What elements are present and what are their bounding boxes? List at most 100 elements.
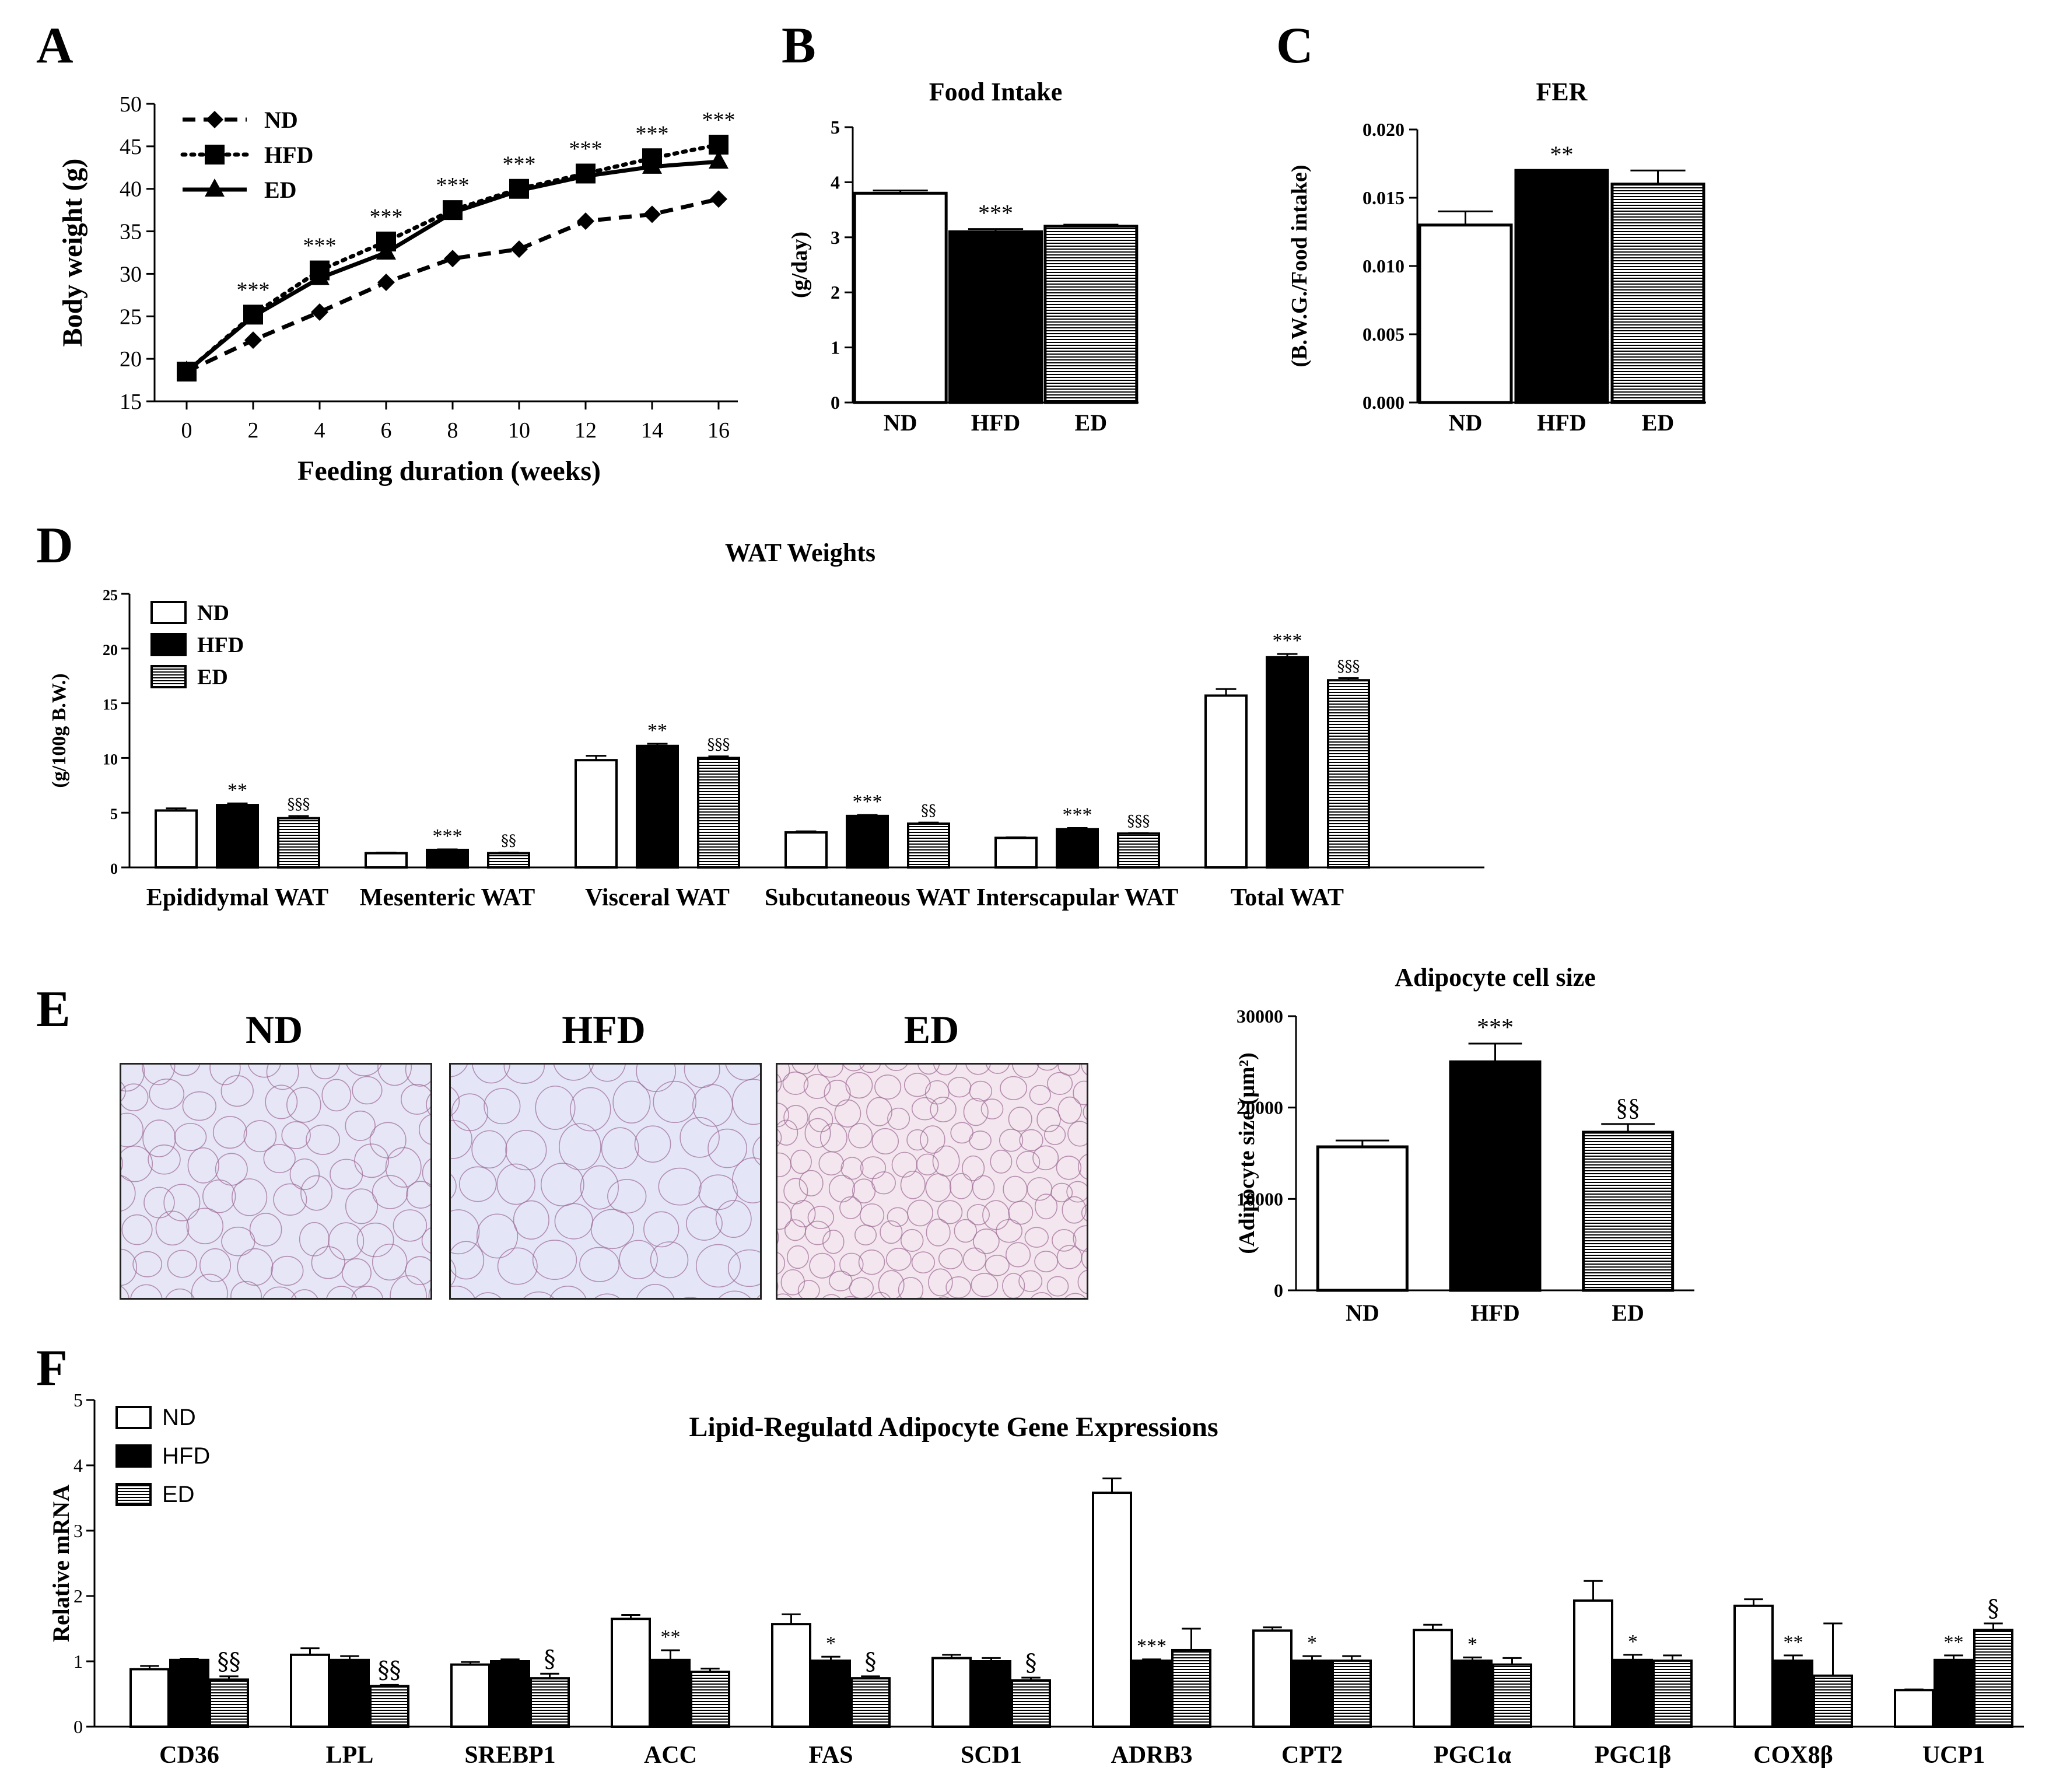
- histology-cell: [249, 1213, 282, 1247]
- histology-cell: [451, 1241, 485, 1280]
- chart-a-y-tick-label: 40: [120, 177, 142, 202]
- histology-cell: [980, 1098, 1004, 1119]
- chart-f-bar-ed: [1171, 1648, 1211, 1728]
- chart-f-y-tick-label: 2: [73, 1586, 83, 1606]
- chart-e-y-tick-label: 10000: [1237, 1188, 1283, 1209]
- histology-cell: [589, 1065, 626, 1082]
- histology-cell: [807, 1206, 835, 1230]
- histology-cell: [636, 1283, 675, 1298]
- histology-cell: [783, 1178, 808, 1205]
- chart-a-point-nd: [377, 274, 395, 291]
- histology-cell: [165, 1288, 195, 1298]
- histology-cell: [725, 1065, 760, 1081]
- chart-f-category-label: FAS: [808, 1742, 853, 1769]
- histology-cell: [1034, 1251, 1059, 1273]
- chart-d-y-label: (g/100g B.W.): [48, 673, 70, 788]
- histology-cell: [580, 1165, 619, 1210]
- histology-cell: [553, 1065, 594, 1081]
- panel-letter-e: E: [36, 981, 71, 1038]
- histology-cell: [969, 1130, 992, 1150]
- chart-a-point-nd: [444, 250, 461, 268]
- histology-cell: [972, 1175, 995, 1200]
- chart-c-bar-nd: [1418, 223, 1513, 404]
- histology-cell: [451, 1285, 475, 1298]
- histology-cell: [310, 1065, 340, 1080]
- chart-f-bar-ed: [1973, 1629, 2013, 1728]
- chart-d-legend-swatch-ed: [150, 665, 187, 688]
- chart-f-bar-nd: [1733, 1604, 1774, 1728]
- histology-cell: [782, 1071, 809, 1096]
- histology-cell: [1029, 1084, 1051, 1105]
- histology-cell: [422, 1158, 430, 1188]
- chart-c-significance: **: [1550, 141, 1574, 167]
- chart-d-bar-nd: [365, 852, 408, 869]
- histology-cell: [476, 1213, 519, 1259]
- chart-e-y-tick-label: 30000: [1237, 1006, 1283, 1027]
- histology-cell: [191, 1273, 228, 1298]
- chart-e-bar-hfd: [1449, 1060, 1542, 1292]
- chart-f-bar-nd: [290, 1653, 330, 1728]
- histology-cell: [1019, 1129, 1043, 1152]
- histology-cell: [938, 1248, 963, 1269]
- histology-cell: [707, 1128, 747, 1168]
- histology-cell: [817, 1065, 843, 1078]
- chart-b-y-tick-label: 2: [831, 282, 840, 303]
- histology-cell: [121, 1214, 153, 1245]
- chart-f-bar-ed: [1332, 1659, 1372, 1728]
- histology-cell: [326, 1286, 357, 1298]
- histology-cell: [341, 1258, 372, 1288]
- chart-d-bar-hfd: [636, 744, 679, 869]
- chart-c-category-label: HFD: [1537, 410, 1586, 436]
- histology-cell: [858, 1249, 885, 1275]
- chart-a-significance: ***: [436, 173, 470, 198]
- histology-cell: [532, 1240, 577, 1280]
- chart-f-bar-hfd: [1934, 1658, 1974, 1728]
- histology-cell: [966, 1204, 990, 1226]
- histology-cell: [345, 1110, 376, 1141]
- chart-d-y-tick-label: 10: [103, 751, 118, 768]
- panel-letter-b: B: [782, 18, 816, 74]
- chart-a-point-ed: [310, 267, 330, 285]
- histology-cell: [650, 1241, 689, 1279]
- chart-f-y-tick-label: 5: [73, 1390, 83, 1410]
- histology-cell: [990, 1149, 1013, 1174]
- histology-cell: [849, 1277, 874, 1298]
- chart-f-category-label: LPL: [326, 1742, 374, 1769]
- chart-b-category-label: ND: [884, 410, 917, 436]
- histology-cell: [418, 1114, 430, 1145]
- histology-cell: [898, 1277, 924, 1298]
- chart-a-legend-marker: [205, 145, 225, 164]
- histology-cell: [377, 1065, 412, 1086]
- histology-cell: [925, 1173, 952, 1202]
- chart-f-significance: *: [1467, 1633, 1477, 1655]
- chart-b-y-tick-label: 0: [831, 392, 840, 413]
- panel-letter-d: D: [36, 517, 73, 574]
- histology-cell: [289, 1158, 320, 1191]
- histology-cell: [839, 1252, 864, 1276]
- histology-cell: [634, 1125, 671, 1163]
- chart-e-category-label: ND: [1346, 1300, 1379, 1326]
- chart-f-significance: §: [1988, 1595, 1999, 1622]
- histology-cell: [458, 1166, 497, 1202]
- chart-f-category-label: COX8β: [1753, 1742, 1833, 1769]
- histology-cell: [594, 1293, 620, 1298]
- histology-cell: [155, 1210, 190, 1246]
- chart-a-series-nd-line: [185, 197, 719, 374]
- chart-c-y-label: (B.W.G./Food intake): [1287, 165, 1312, 368]
- chart-d-bar-ed: [1117, 832, 1160, 869]
- histology-cell: [590, 1209, 635, 1250]
- histology-cell: [985, 1254, 1010, 1276]
- histology-cell: [351, 1286, 383, 1298]
- chart-f-bar-nd: [771, 1623, 811, 1728]
- histology-cell: [885, 1248, 912, 1271]
- chart-a-y-tick-label: 15: [120, 390, 142, 414]
- histology-cell: [1036, 1107, 1061, 1133]
- histology-cell: [121, 1065, 145, 1092]
- histology-cell: [619, 1240, 658, 1279]
- chart-a-x-tick-label: 14: [641, 418, 663, 443]
- chart-f-significance: **: [1784, 1632, 1803, 1653]
- histology-cell: [354, 1143, 389, 1178]
- histology-cell: [732, 1157, 760, 1203]
- histology-cell: [777, 1293, 792, 1298]
- histology-cell: [790, 1200, 816, 1228]
